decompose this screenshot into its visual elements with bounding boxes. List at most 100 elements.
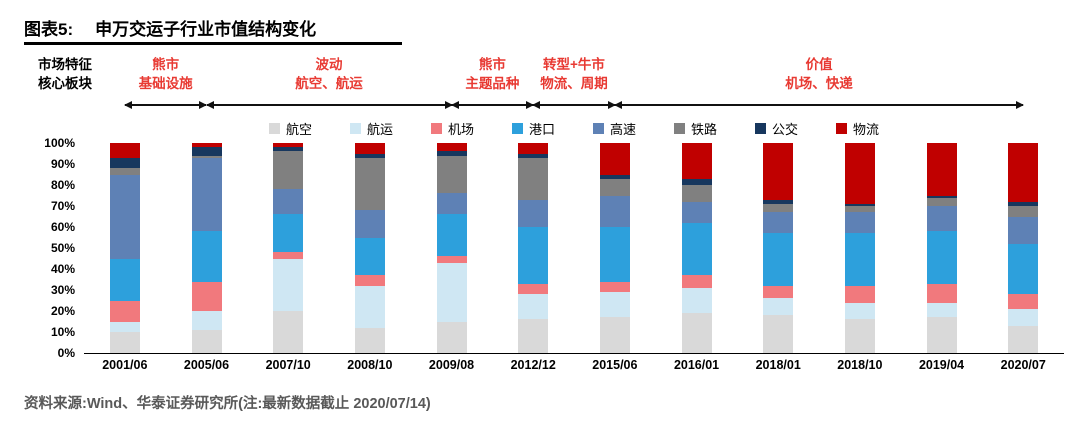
segment-高速 (109, 174, 140, 259)
bar-slot (247, 143, 329, 353)
y-tick-label: 70% (50, 199, 75, 213)
y-tick-label: 80% (50, 178, 75, 192)
segment-铁路 (354, 157, 385, 211)
phase-range-arrow-icon (532, 100, 616, 109)
segment-航运 (436, 262, 467, 322)
segment-航运 (273, 258, 304, 311)
segment-高速 (763, 212, 794, 234)
segment-航空 (926, 317, 957, 353)
phase-label-line: 熊市 (478, 57, 506, 72)
phase-range-arrow-icon (613, 100, 1025, 109)
phase-label-line: 航空、航运 (295, 76, 363, 91)
bar-2007/10 (273, 143, 304, 353)
segment-港口 (354, 237, 385, 276)
segment-物流 (763, 143, 794, 200)
segment-铁路 (844, 206, 875, 213)
segment-铁路 (681, 185, 712, 202)
segment-物流 (518, 143, 549, 154)
segment-航空 (1008, 325, 1039, 353)
x-tick-label: 2018/01 (755, 358, 801, 372)
legend-label: 公交 (772, 121, 799, 137)
bars (84, 143, 1064, 353)
plot-area: 100% 90% 80% 70% 60% 50% 40% 30% 20% 10% 0% (24, 136, 1064, 360)
segment-航运 (109, 321, 140, 332)
legend-label: 航运 (366, 121, 393, 137)
segment-港口 (763, 233, 794, 286)
phase-label-熊市: 熊市 基础设施 (139, 55, 193, 93)
y-tick-label: 50% (50, 241, 75, 255)
segment-航运 (354, 285, 385, 328)
bar-slot (166, 143, 248, 353)
x-tick-label: 2007/10 (265, 358, 311, 372)
segment-航空 (191, 329, 222, 353)
segment-航运 (681, 287, 712, 314)
segment-铁路 (273, 151, 304, 190)
segment-物流 (273, 143, 304, 148)
phase-label-转型+牛市: 转型+牛市 物流、周期 (540, 55, 608, 93)
segment-公交 (273, 147, 304, 152)
figure-number: 图表5: (24, 19, 74, 39)
segment-港口 (599, 227, 630, 282)
bar-slot (84, 143, 166, 353)
figure-title: 申万交运子行业市值结构变化 (95, 19, 317, 39)
segment-公交 (109, 157, 140, 169)
segment-航运 (191, 311, 222, 330)
legend-item-港口: 港口 (511, 119, 555, 138)
segment-铁路 (109, 168, 140, 175)
segment-港口 (681, 222, 712, 276)
y-tick-label: 0% (57, 346, 75, 360)
segment-航运 (926, 302, 957, 318)
y-tick-label: 60% (50, 220, 75, 234)
segment-物流 (926, 143, 957, 196)
legend-swatch-icon (674, 122, 686, 134)
segment-港口 (273, 214, 304, 253)
phase-label-line: 机场、快递 (785, 76, 853, 91)
segment-港口 (191, 231, 222, 282)
segment-公交 (926, 195, 957, 198)
bar-slot (656, 143, 738, 353)
phase-label-价值: 价值 机场、快递 (785, 55, 853, 93)
segment-高速 (436, 193, 467, 215)
segment-港口 (436, 214, 467, 257)
y-tick-label: 100% (44, 136, 75, 150)
segment-航空 (763, 315, 794, 353)
segment-港口 (844, 233, 875, 286)
bar-slot (492, 143, 574, 353)
x-tick-label: 2005/06 (183, 358, 230, 372)
segment-机场 (844, 285, 875, 303)
bar-slot (574, 143, 656, 353)
segment-航空 (844, 319, 875, 353)
annotation-axis-label-line2: 核心板块 (38, 76, 92, 91)
segment-航空 (599, 317, 630, 353)
segment-高速 (844, 212, 875, 234)
segment-公交 (518, 153, 549, 158)
phase-label-line: 主题品种 (465, 76, 520, 91)
segment-航空 (436, 321, 467, 353)
segment-铁路 (436, 155, 467, 194)
bar-slot (329, 143, 411, 353)
y-tick-label: 10% (50, 325, 75, 339)
phase-label-line: 物流、周期 (540, 76, 608, 91)
segment-铁路 (191, 155, 222, 158)
segment-铁路 (1008, 206, 1039, 217)
segment-航空 (273, 311, 304, 353)
segment-公交 (599, 174, 630, 179)
bar-2001/06 (109, 143, 140, 353)
segment-高速 (354, 210, 385, 238)
bar-2019/04 (926, 143, 957, 353)
segment-机场 (518, 283, 549, 295)
segment-物流 (599, 143, 630, 175)
segment-航空 (109, 332, 140, 353)
segment-港口 (1008, 243, 1039, 295)
segment-机场 (191, 281, 222, 312)
segment-港口 (518, 227, 549, 284)
phase-label-line: 熊市 (152, 57, 180, 72)
bar-2018/10 (844, 143, 875, 353)
segment-物流 (1008, 143, 1039, 202)
x-tick-label: 2020/07 (1000, 358, 1046, 372)
segment-公交 (763, 199, 794, 204)
legend-item-航空: 航空 (268, 119, 312, 138)
legend-swatch-icon (836, 122, 848, 134)
legend-swatch-icon (593, 122, 604, 134)
